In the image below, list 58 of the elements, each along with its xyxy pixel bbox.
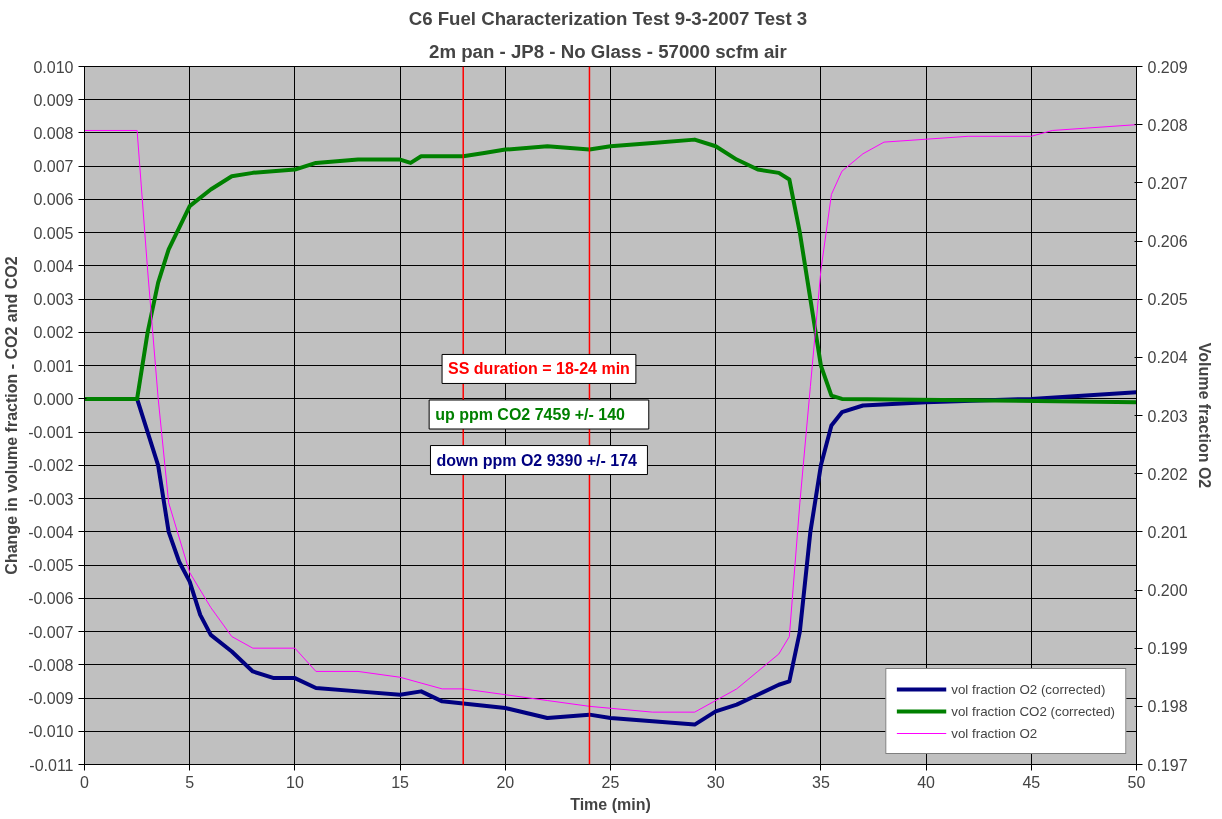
chart-subtitle: 2m pan - JP8 - No Glass - 57000 scfm air xyxy=(429,40,787,62)
y-tick-label: 0.006 xyxy=(33,191,74,209)
y2-tick-label: 0.205 xyxy=(1147,291,1188,309)
annotation: SS duration = 18-24 min xyxy=(448,360,630,378)
y2-tick-label: 0.207 xyxy=(1147,174,1188,192)
y-axis-title: Change in volume fraction - CO2 and CO2 xyxy=(3,256,21,575)
y-tick-label: -0.010 xyxy=(28,723,74,741)
y-tick-label: 0.004 xyxy=(33,257,74,275)
y2-tick-label: 0.199 xyxy=(1147,640,1188,658)
x-tick-label: 15 xyxy=(391,773,410,791)
y2-tick-label: 0.206 xyxy=(1147,233,1188,250)
legend-label: vol fraction CO2 (corrected) xyxy=(951,703,1115,719)
y-tick-label: -0.002 xyxy=(28,457,74,475)
y-tick-label: 0.003 xyxy=(33,291,74,309)
x-tick-label: 40 xyxy=(917,773,936,791)
y-tick-label: -0.001 xyxy=(28,424,74,442)
y-tick-label: -0.011 xyxy=(29,756,74,774)
y2-tick-label: 0.204 xyxy=(1147,349,1188,367)
y-tick-label: 0.000 xyxy=(33,390,74,408)
y2-tick-label: 0.202 xyxy=(1147,465,1188,483)
annotation: up ppm CO2 7459 +/- 140 xyxy=(435,406,626,423)
y2-tick-label: 0.197 xyxy=(1147,756,1188,774)
y-tick-label: 0.005 xyxy=(33,224,74,242)
x-tick-label: 25 xyxy=(601,773,620,791)
y-tick-label: -0.008 xyxy=(28,656,74,674)
line-series xyxy=(84,137,1137,405)
y-tick-label: 0.007 xyxy=(33,158,74,176)
y-tick-label: 0.008 xyxy=(33,124,74,142)
x-tick-label: 10 xyxy=(286,773,304,791)
y2-tick-label: 0.200 xyxy=(1147,582,1188,599)
y-tick-label: -0.003 xyxy=(28,490,74,508)
legend-label: vol fraction O2 (corrected) xyxy=(951,681,1106,697)
x-tick-label: 35 xyxy=(812,773,830,791)
chart-title: C6 Fuel Characterization Test 9-3-2007 Test 3 xyxy=(408,7,808,29)
x-tick-label: 20 xyxy=(496,773,515,791)
y2-tick-label: 0.201 xyxy=(1147,523,1188,541)
y-tick-label: 0.009 xyxy=(33,91,74,109)
y-tick-label: -0.009 xyxy=(28,690,74,708)
y2-tick-label: 0.208 xyxy=(1147,116,1188,134)
x-tick-label: 5 xyxy=(185,773,195,791)
y-tick-label: 0.002 xyxy=(33,324,74,342)
y2-tick-label: 0.209 xyxy=(1147,58,1188,76)
x-axis-title: Time (min) xyxy=(570,795,651,813)
y2-tick-label: 0.203 xyxy=(1147,407,1188,425)
y2-tick-label: 0.198 xyxy=(1147,698,1188,716)
legend-label: vol fraction O2 xyxy=(951,725,1038,741)
y-tick-label: -0.007 xyxy=(28,623,74,641)
x-tick-label: 30 xyxy=(706,773,725,791)
x-tick-label: 0 xyxy=(80,773,90,791)
x-tick-label: 45 xyxy=(1022,773,1041,791)
y-tick-label: 0.010 xyxy=(33,58,74,76)
x-tick-label: 50 xyxy=(1127,773,1146,791)
y-tick-label: 0.001 xyxy=(33,357,74,375)
annotation: down ppm O2 9390 +/- 174 xyxy=(436,451,638,469)
y-tick-label: -0.006 xyxy=(28,590,74,608)
y-tick-label: -0.004 xyxy=(28,523,74,541)
y-tick-label: -0.005 xyxy=(28,557,74,575)
y2-axis-title: Volume fraction O2 xyxy=(1195,342,1213,489)
